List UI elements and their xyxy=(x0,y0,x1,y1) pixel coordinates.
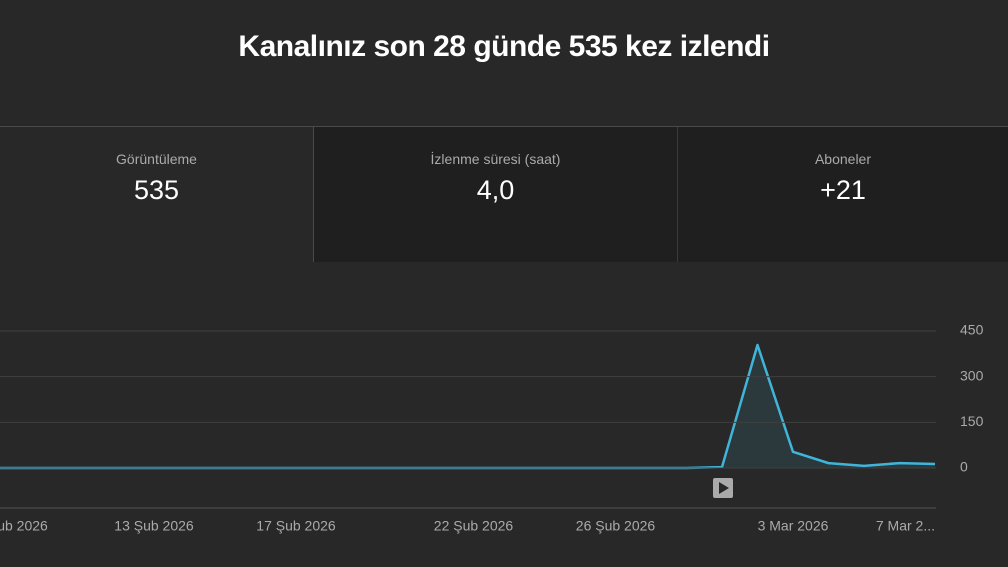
x-tick-label: 17 Şub 2026 xyxy=(256,518,336,534)
area xyxy=(0,345,935,468)
x-tick-label: 13 Şub 2026 xyxy=(114,518,194,534)
metric-card[interactable]: Aboneler +21 xyxy=(678,127,1008,262)
y-tick-label: 150 xyxy=(960,413,984,429)
x-tick-label: 3 Mar 2026 xyxy=(758,518,829,534)
metric-label: Aboneler xyxy=(814,151,872,167)
metric-cards: Görüntüleme 535 İzlenme süresi (saat) 4,… xyxy=(0,126,1008,263)
metric-value: 4,0 xyxy=(476,175,515,205)
chart: 0 150 300 450 9 Şub 2026 13 Şub 2026 17 Şub 20… xyxy=(0,322,984,534)
y-tick-label: 0 xyxy=(960,459,968,475)
metric-value: +21 xyxy=(820,175,866,205)
metric-label: Görüntüleme xyxy=(116,151,197,167)
metric-card[interactable]: İzlenme süresi (saat) 4,0 xyxy=(314,127,678,262)
plot xyxy=(0,343,936,470)
x-tick-label: 26 Şub 2026 xyxy=(576,518,656,534)
x-tick-label: 7 Mar 2... xyxy=(876,518,935,534)
metric-card[interactable]: Görüntüleme 535 xyxy=(0,127,314,262)
x-tick-label: 9 Şub 2026 xyxy=(0,518,48,534)
page-title: Kanalınız son 28 günde 535 kez izlendi xyxy=(238,30,770,63)
x-tick-label: 22 Şub 2026 xyxy=(434,518,514,534)
y-tick-label: 300 xyxy=(960,367,984,383)
y-tick-label: 450 xyxy=(960,322,984,338)
video-marker[interactable] xyxy=(713,478,733,498)
metric-label: İzlenme süresi (saat) xyxy=(430,151,561,167)
line xyxy=(0,343,936,470)
metric-value: 535 xyxy=(133,175,180,205)
